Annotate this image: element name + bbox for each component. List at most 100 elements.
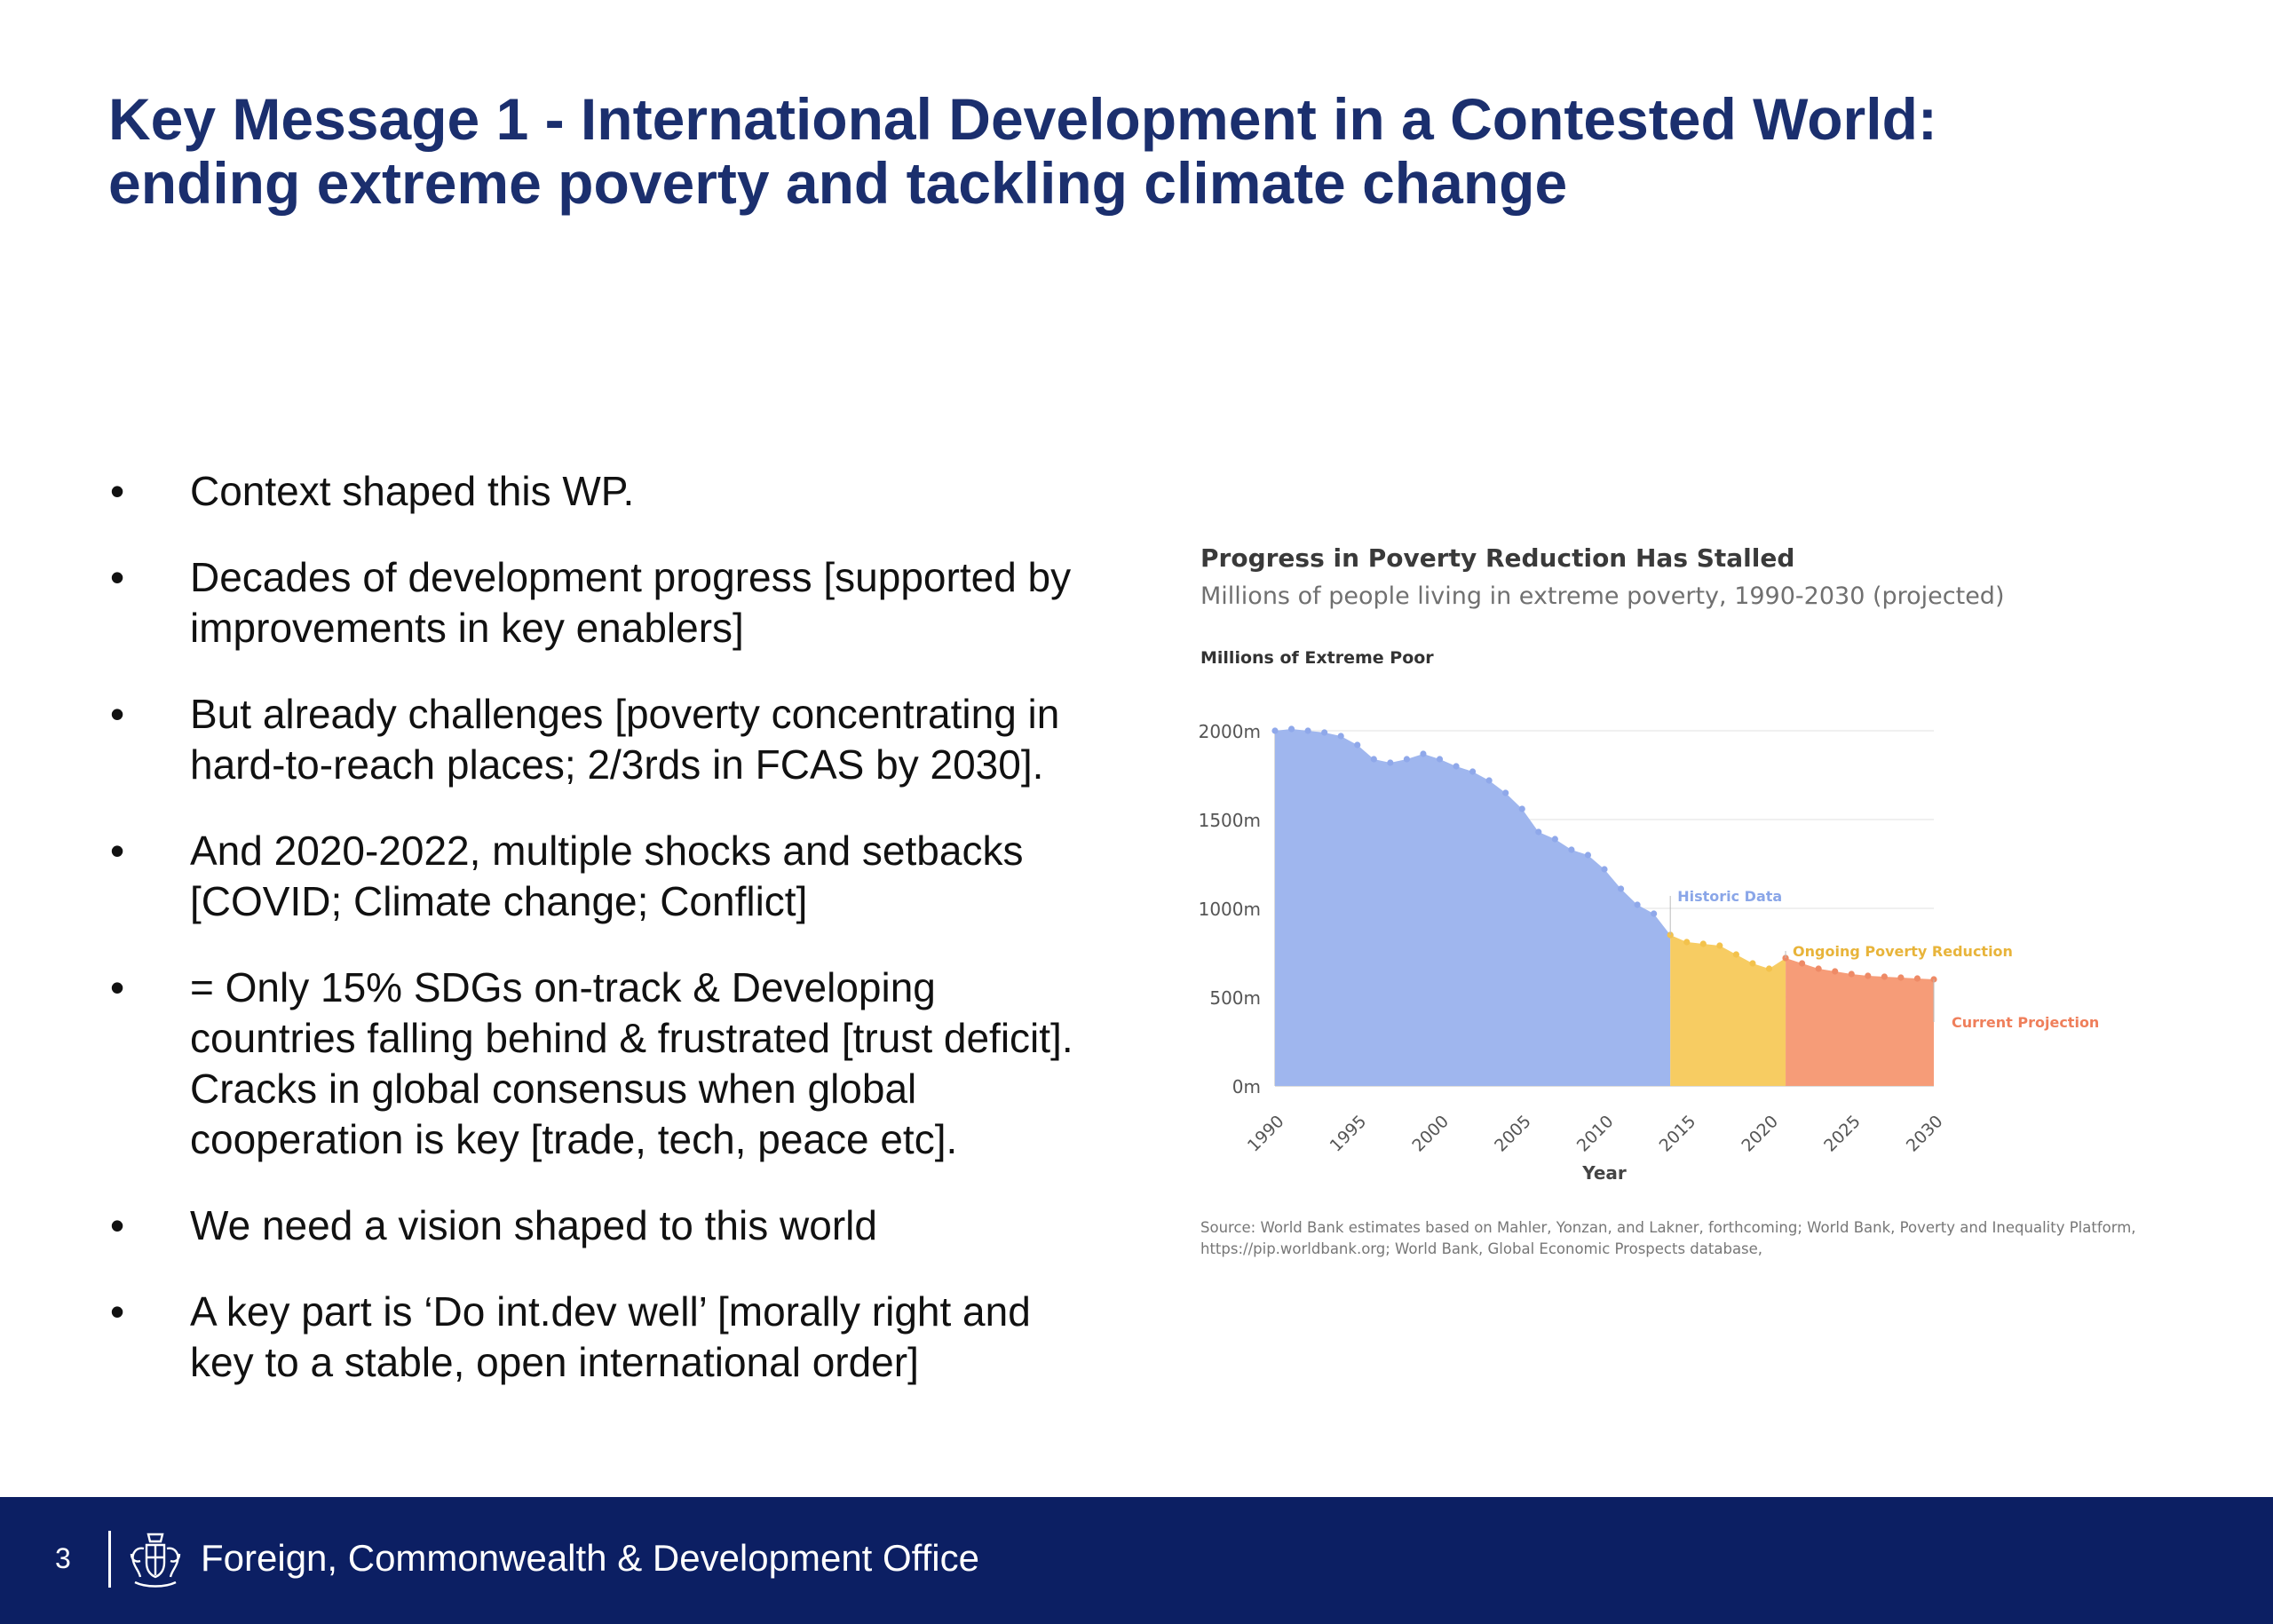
bullet-item: • Context shaped this WP. — [108, 466, 1112, 517]
bullet-marker: • — [110, 468, 125, 514]
bullet-text-line: = Only 15% SDGs on-track & Developing — [190, 964, 936, 1010]
data-point — [1337, 733, 1344, 740]
data-point — [1436, 756, 1444, 763]
x-tick-labels: 1990 1995 2000 2005 2010 2015 2020 2025 2030 — [1244, 1112, 1947, 1156]
x-tick-label: 1990 — [1244, 1112, 1288, 1156]
data-point — [1551, 836, 1558, 843]
data-point — [1765, 965, 1773, 972]
bullet-text-line: We need a vision shaped to this world — [190, 1202, 877, 1248]
bullet-item: • But already challenges [poverty concent… — [108, 689, 1112, 790]
data-point — [1420, 750, 1427, 757]
data-point — [1453, 763, 1460, 770]
data-point — [1502, 789, 1509, 796]
x-tick-label: 2025 — [1820, 1112, 1865, 1156]
bullet-text-line: But already challenges [poverty concentr… — [190, 691, 1060, 737]
x-tick-label: 2000 — [1408, 1112, 1453, 1156]
bullet-marker: • — [110, 691, 125, 737]
area-historic-data — [1275, 729, 1671, 1086]
x-tick-label: 2030 — [1903, 1112, 1947, 1156]
bullet-text-line: And 2020-2022, multiple shocks and setba… — [190, 828, 1024, 874]
bullet-item: • A key part is ‘Do int.dev well’ [morall… — [108, 1287, 1112, 1388]
chart-title: Progress in Poverty Reduction Has Stalle… — [1200, 543, 1794, 573]
area-series — [1275, 729, 1934, 1086]
data-point — [1881, 973, 1888, 980]
bullet-text-line: cooperation is key [trade, tech, peace e… — [190, 1116, 958, 1162]
series-annotation: Current Projection — [1952, 1014, 2099, 1031]
bullet-text-line: hard-to-reach places; 2/3rds in FCAS by … — [190, 741, 1044, 788]
data-point — [1485, 777, 1493, 784]
x-tick-label: 2005 — [1491, 1112, 1535, 1156]
data-point — [1749, 960, 1756, 967]
data-point — [1518, 805, 1525, 812]
poverty-chart: Progress in Poverty Reduction Has Stalle… — [1199, 543, 2136, 1257]
data-point — [1848, 970, 1855, 978]
chart-source-line-2: https://pip.worldbank.org; World Bank, G… — [1200, 1240, 1762, 1257]
data-point — [1832, 968, 1839, 975]
footer-divider — [108, 1531, 111, 1588]
y-axis-label: Millions of Extreme Poor — [1200, 648, 1434, 668]
data-point — [1568, 846, 1575, 853]
series-annotation: Ongoing Poverty Reduction — [1793, 943, 2013, 960]
data-point — [1799, 960, 1806, 967]
x-tick-label: 1995 — [1327, 1112, 1371, 1156]
data-point — [1370, 756, 1377, 763]
bullet-marker: • — [110, 964, 125, 1010]
chart-source-line-1: Source: World Bank estimates based on Ma… — [1200, 1219, 2136, 1236]
data-point — [1865, 972, 1872, 979]
data-point — [1535, 828, 1542, 836]
bullet-marker: • — [110, 554, 125, 600]
data-point — [1617, 885, 1625, 892]
data-point — [1815, 965, 1822, 972]
bullet-text-line: key to a stable, open international orde… — [190, 1339, 919, 1385]
bullet-marker: • — [110, 1202, 125, 1248]
data-point — [1287, 725, 1295, 733]
y-tick-label: 2000m — [1199, 721, 1261, 742]
title-line-2: ending extreme poverty and tackling clim… — [108, 150, 1568, 216]
data-point — [1584, 852, 1592, 859]
y-tick-label: 500m — [1209, 987, 1261, 1009]
bullet-text-line: Context shaped this WP. — [190, 468, 635, 514]
y-tick-label: 1500m — [1199, 810, 1261, 831]
data-point — [1601, 866, 1608, 873]
bullet-marker: • — [110, 1288, 125, 1335]
data-point — [1651, 910, 1658, 917]
organisation-name: Foreign, Commonwealth & Development Offi… — [201, 1537, 979, 1579]
data-point — [1716, 942, 1723, 949]
data-point — [1913, 975, 1921, 982]
bullet-text-line: improvements in key enablers] — [190, 605, 744, 651]
page-number: 3 — [55, 1542, 71, 1574]
chart-subtitle: Millions of people living in extreme pov… — [1200, 582, 2004, 610]
data-point — [1699, 940, 1707, 947]
bullet-text-line: countries falling behind & frustrated [t… — [190, 1015, 1073, 1061]
bullet-text-line: Decades of development progress [support… — [190, 554, 1072, 600]
y-tick-label: 0m — [1232, 1076, 1261, 1097]
data-point — [1897, 974, 1905, 981]
data-point — [1354, 741, 1361, 749]
area-current-projection — [1786, 958, 1934, 1086]
data-point — [1634, 901, 1641, 908]
footer-bar: 3 Foreign, Commonwealth & Development Of… — [0, 1497, 2273, 1624]
royal-coat-of-arms-icon — [130, 1533, 181, 1588]
x-tick-label: 2015 — [1656, 1112, 1700, 1156]
data-point — [1304, 727, 1311, 734]
data-points — [1271, 725, 1937, 983]
y-tick-label: 1000m — [1199, 899, 1261, 920]
series-annotations: Historic Data Ongoing Poverty Reduction Cu… — [1669, 888, 2099, 1031]
data-point — [1469, 768, 1477, 775]
data-point — [1732, 951, 1739, 958]
x-tick-label: 2010 — [1573, 1112, 1618, 1156]
data-point — [1403, 756, 1410, 763]
area-ongoing-poverty-reduction — [1670, 935, 1786, 1086]
bullet-item: • And 2020-2022, multiple shocks and setb… — [108, 826, 1112, 927]
x-tick-label: 2020 — [1738, 1112, 1782, 1156]
bullet-text-line: Cracks in global consensus when global — [190, 1066, 917, 1112]
bullet-text-line: A key part is ‘Do int.dev well’ [morally… — [190, 1288, 1031, 1335]
bullet-item: • Decades of development progress [suppor… — [108, 552, 1112, 654]
slide-title: Key Message 1 - International Developmen… — [108, 87, 2150, 215]
bullet-item: • We need a vision shaped to this world — [108, 1200, 1112, 1251]
bullet-marker: • — [110, 828, 125, 874]
bullet-list: • Context shaped this WP. • Decades of deve… — [108, 466, 1112, 1423]
data-point — [1683, 939, 1691, 946]
title-line-1: Key Message 1 - International Developmen… — [108, 86, 1937, 152]
data-point — [1271, 727, 1279, 734]
